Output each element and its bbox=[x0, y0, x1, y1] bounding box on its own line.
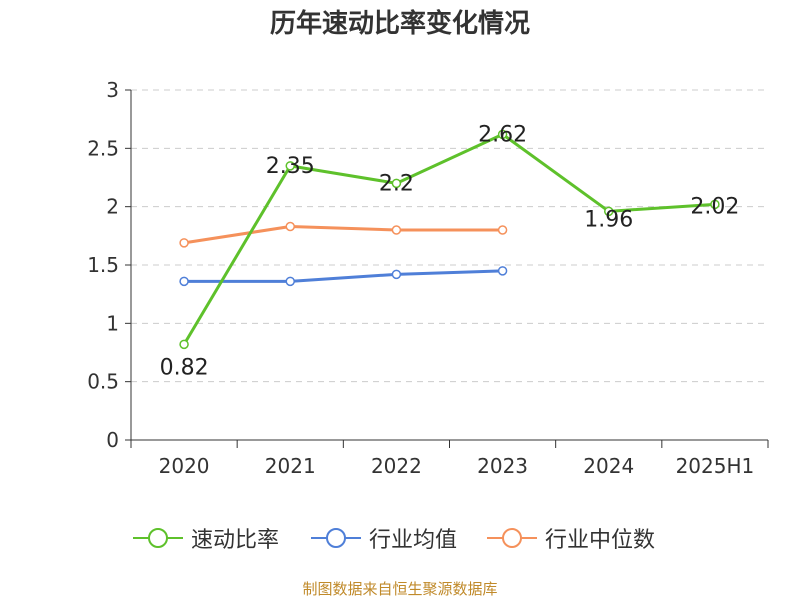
series-line bbox=[183, 225, 503, 245]
legend-item: 行业中位数 bbox=[487, 518, 655, 558]
data-point bbox=[179, 339, 189, 350]
x-tick-label: 2023 bbox=[477, 454, 528, 478]
data-point bbox=[391, 178, 402, 189]
y-tick-label: 2 bbox=[106, 195, 119, 219]
y-tick-label: 1 bbox=[106, 311, 119, 335]
series-line bbox=[184, 269, 503, 283]
chart-legend: 速动比率 行业均值 行业中位数 bbox=[0, 518, 800, 558]
data-point bbox=[497, 129, 508, 140]
data-point bbox=[497, 266, 508, 276]
legend-marker-icon bbox=[487, 528, 537, 548]
data-point bbox=[179, 276, 189, 287]
data-point bbox=[391, 225, 402, 235]
data-label: 2.62 bbox=[478, 122, 527, 147]
data-point bbox=[285, 221, 295, 232]
x-tick-label: 2021 bbox=[265, 454, 316, 478]
y-tick-label: 2.5 bbox=[87, 136, 119, 160]
data-label: 1.96 bbox=[584, 207, 633, 232]
data-point bbox=[285, 161, 295, 171]
x-tick-label: 2024 bbox=[583, 454, 634, 478]
y-tick-label: 0.5 bbox=[87, 370, 119, 394]
legend-label: 行业均值 bbox=[369, 528, 458, 553]
data-label: 2.35 bbox=[266, 154, 315, 179]
data-point bbox=[497, 225, 508, 235]
chart-title: 历年速动比率变化情况 bbox=[269, 9, 530, 39]
source-note: 制图数据来自恒生聚源数据库 bbox=[302, 580, 498, 598]
data-label: 0.82 bbox=[160, 355, 209, 380]
legend-item: 速动比率 bbox=[133, 518, 279, 558]
legend-label: 行业中位数 bbox=[545, 528, 656, 553]
legend-item: 行业均值 bbox=[311, 518, 457, 558]
data-label: 2.02 bbox=[690, 194, 739, 219]
x-tick-label: 2020 bbox=[159, 454, 210, 478]
y-tick-label: 1.5 bbox=[87, 253, 119, 277]
series-line bbox=[182, 132, 716, 346]
y-tick-label: 3 bbox=[106, 78, 119, 102]
x-tick-label: 2022 bbox=[371, 454, 422, 478]
data-label: 2.2 bbox=[379, 171, 414, 196]
data-point bbox=[179, 238, 189, 248]
data-point bbox=[710, 199, 720, 210]
legend-marker-icon bbox=[311, 528, 361, 548]
x-tick-label: 2025H1 bbox=[676, 454, 755, 478]
data-point bbox=[604, 206, 614, 217]
legend-marker-icon bbox=[133, 528, 183, 548]
legend-label: 速动比率 bbox=[191, 528, 280, 553]
data-point bbox=[285, 276, 295, 287]
y-tick-label: 0 bbox=[106, 428, 119, 452]
data-point bbox=[391, 269, 402, 280]
